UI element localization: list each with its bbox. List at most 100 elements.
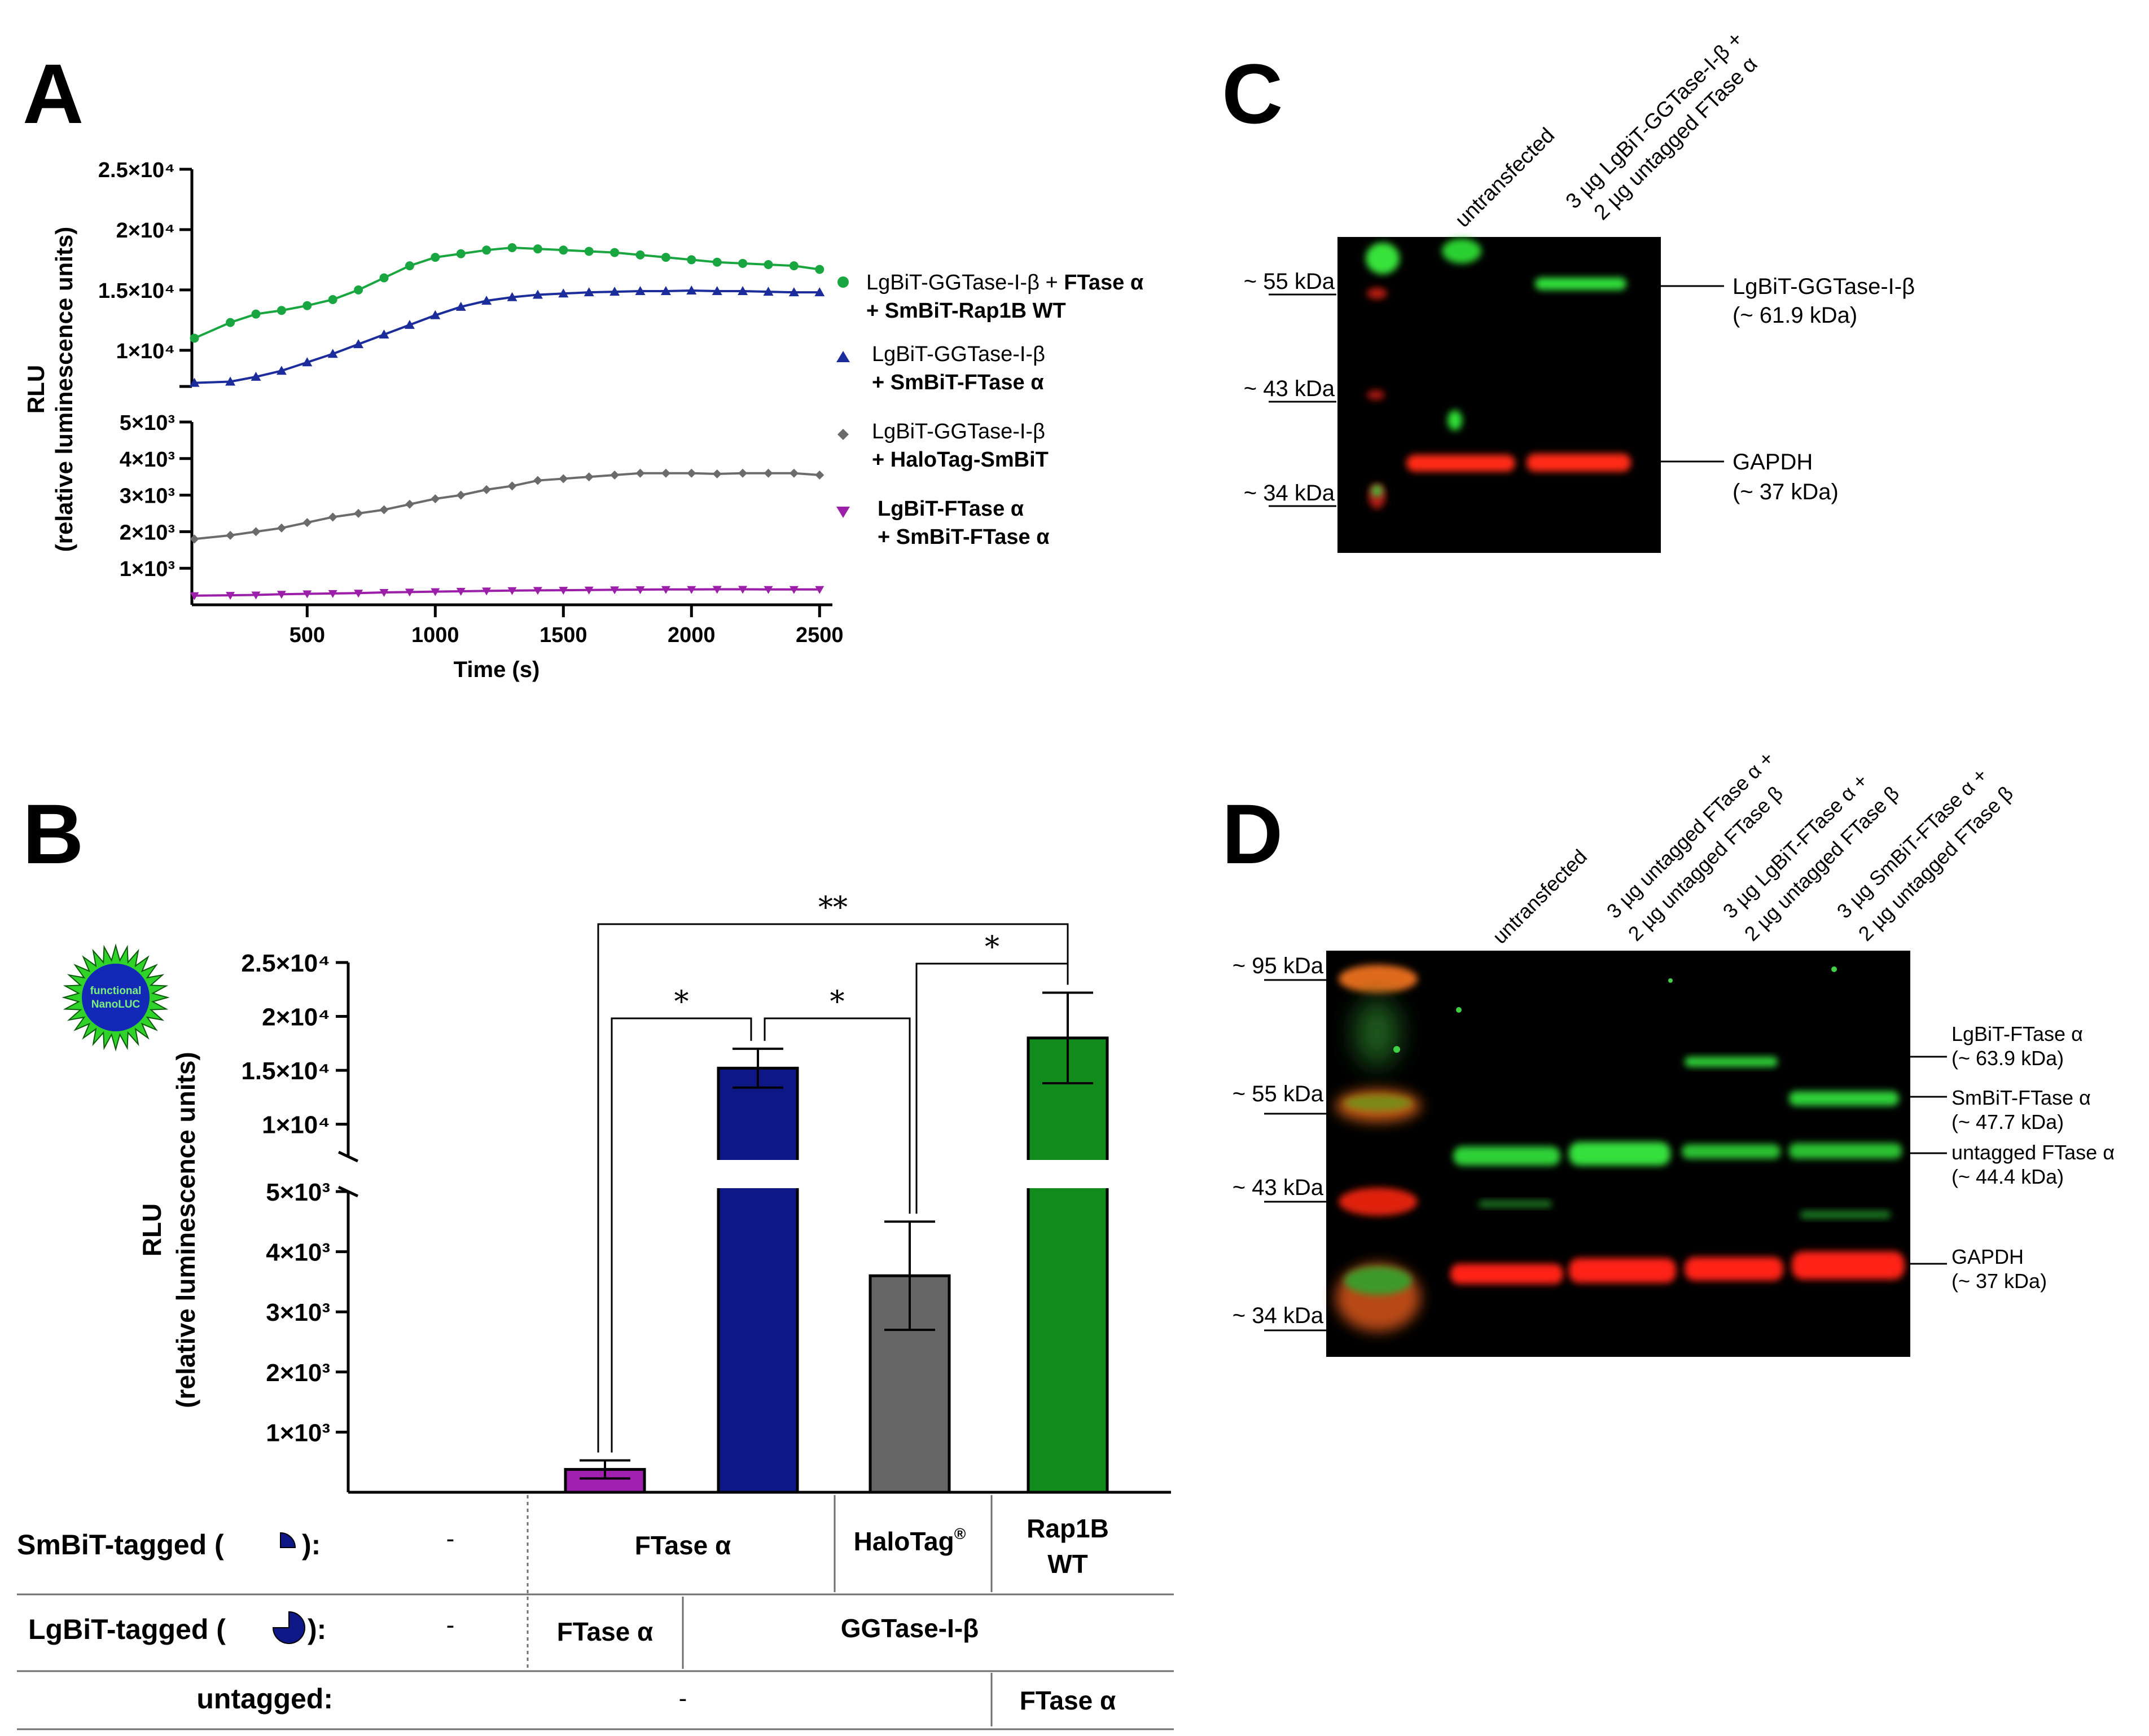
data-point [559, 245, 568, 255]
data-point [354, 590, 363, 598]
legend-item-1-line1: LgBiT-GGTase-I-β + FTase α [866, 271, 1143, 295]
ladder-band [1367, 288, 1387, 299]
series-3 [190, 468, 824, 544]
lgbit-piece-icon [272, 1611, 305, 1644]
data-point [507, 481, 517, 491]
band-gapdh-lane2 [1527, 454, 1631, 472]
cell-lgbit-ftase: FTase α [557, 1617, 654, 1646]
bar-axis-break [1026, 1160, 1109, 1188]
lane-label-2-line1: 3 µg LgBiT-GGTase-I-β + [1562, 27, 1748, 213]
data-point [405, 261, 414, 271]
data-point [302, 590, 312, 599]
significance-brackets: *** ** [597, 891, 1069, 1453]
data-point [251, 591, 261, 600]
row-lgbit-label: LgBiT-tagged ( [28, 1614, 226, 1645]
bar-3 [716, 1047, 800, 1494]
y-axis-label: RLU [23, 365, 49, 414]
data-point [328, 295, 337, 304]
data-point [789, 468, 799, 478]
significance-label: * [674, 985, 689, 1019]
y-tick-label: 4×10³ [120, 448, 175, 472]
western-blot-d: ~ 95 kDa ~ 55 kDa ~ 43 kDa ~ 34 kDa untr… [1233, 746, 2115, 1357]
x-tick-label: 500 [290, 623, 325, 647]
legend-item-2-line2: + SmBiT-FTase α [872, 371, 1044, 394]
data-point [404, 319, 415, 329]
band-size-smbit-ftase: (~ 47.7 kDa) [1951, 1110, 2064, 1133]
significance-label: * [830, 985, 845, 1019]
band-size-lgbit-ggtase: (~ 61.9 kDa) [1733, 303, 1857, 328]
data-point [815, 586, 824, 594]
data-point [712, 286, 722, 296]
cell-untagged-ftase: FTase α [1020, 1686, 1116, 1715]
data-point [277, 591, 286, 599]
cell-untagged-none: - [679, 1685, 687, 1712]
ladder-band [1366, 243, 1400, 274]
legend-marker-circle [837, 276, 849, 288]
data-point [430, 310, 441, 319]
ladder-band [1344, 1095, 1412, 1111]
data-point [661, 586, 670, 594]
data-point [558, 288, 569, 298]
y-ticks: 2.5×10⁴ 2×10⁴ 1.5×10⁴ 1×10⁴ 5×10³ 4×10³ 3×10³ 2… [241, 950, 348, 1447]
data-point [814, 287, 825, 297]
y-tick-label: 1×10³ [266, 1419, 330, 1447]
data-point [405, 499, 414, 509]
data-point [379, 273, 389, 283]
data-point [712, 469, 722, 479]
data-point [481, 296, 492, 305]
band-label-smbit-ftase: SmBiT-FTase α [1951, 1086, 2091, 1109]
legend-marker-triangle-down [836, 507, 850, 518]
data-point [609, 287, 620, 296]
band-label-lgbit-ftase: LgBiT-FTase α [1951, 1022, 2083, 1045]
y-tick-label: 2×10³ [266, 1359, 330, 1387]
marker-95: ~ 95 kDa [1233, 953, 1324, 978]
speck [1393, 1046, 1400, 1053]
data-point [610, 586, 620, 595]
panel-letter-c: C [1222, 46, 1283, 141]
significance-label: * [985, 930, 999, 964]
y-tick-label: 1.5×10⁴ [241, 1057, 330, 1085]
y-tick-label: 2×10³ [120, 521, 175, 544]
significance-label: ** [818, 891, 848, 925]
legend-item-3-line1: LgBiT-GGTase-I-β [872, 420, 1045, 443]
cell-smbit-halotag: HaloTag® [854, 1525, 966, 1556]
data-point [738, 468, 748, 478]
data-point [661, 253, 670, 262]
band-untagged-ftase-lane3 [1569, 1142, 1670, 1166]
data-point [712, 257, 722, 267]
x-tick-label: 2000 [668, 623, 716, 647]
band-lgbit-ftase [1685, 1057, 1778, 1067]
data-point [661, 468, 670, 478]
data-point [431, 253, 440, 262]
data-point [353, 339, 364, 349]
data-point [738, 258, 748, 268]
data-point [226, 530, 235, 540]
data-point [533, 587, 542, 595]
legend-item-2-line1: LgBiT-GGTase-I-β [872, 342, 1045, 366]
series-group [189, 243, 825, 600]
series-line [194, 289, 820, 384]
data-point [482, 245, 492, 255]
data-point [302, 357, 313, 367]
data-point [687, 468, 696, 478]
y-tick-label: 4×10³ [266, 1239, 330, 1267]
band-untagged-ftase-lane4 [1682, 1144, 1780, 1159]
data-point [687, 255, 696, 265]
lane-label-untransfected: untransfected [1488, 845, 1591, 948]
data-point [302, 518, 312, 528]
data-point [251, 371, 261, 381]
data-point [456, 490, 466, 500]
cell-smbit-ftase: FTase α [635, 1531, 731, 1560]
data-point [764, 468, 773, 478]
y-tick-label: 2.5×10⁴ [98, 159, 175, 182]
bracket-line [597, 923, 1069, 1453]
data-point [686, 285, 697, 295]
data-point [277, 523, 286, 533]
lgbit-shape [272, 1611, 305, 1644]
data-point [610, 248, 620, 257]
data-point [190, 534, 199, 544]
faint-band [1800, 1211, 1891, 1219]
legend-marker-diamond [837, 429, 849, 440]
data-point [225, 376, 236, 386]
